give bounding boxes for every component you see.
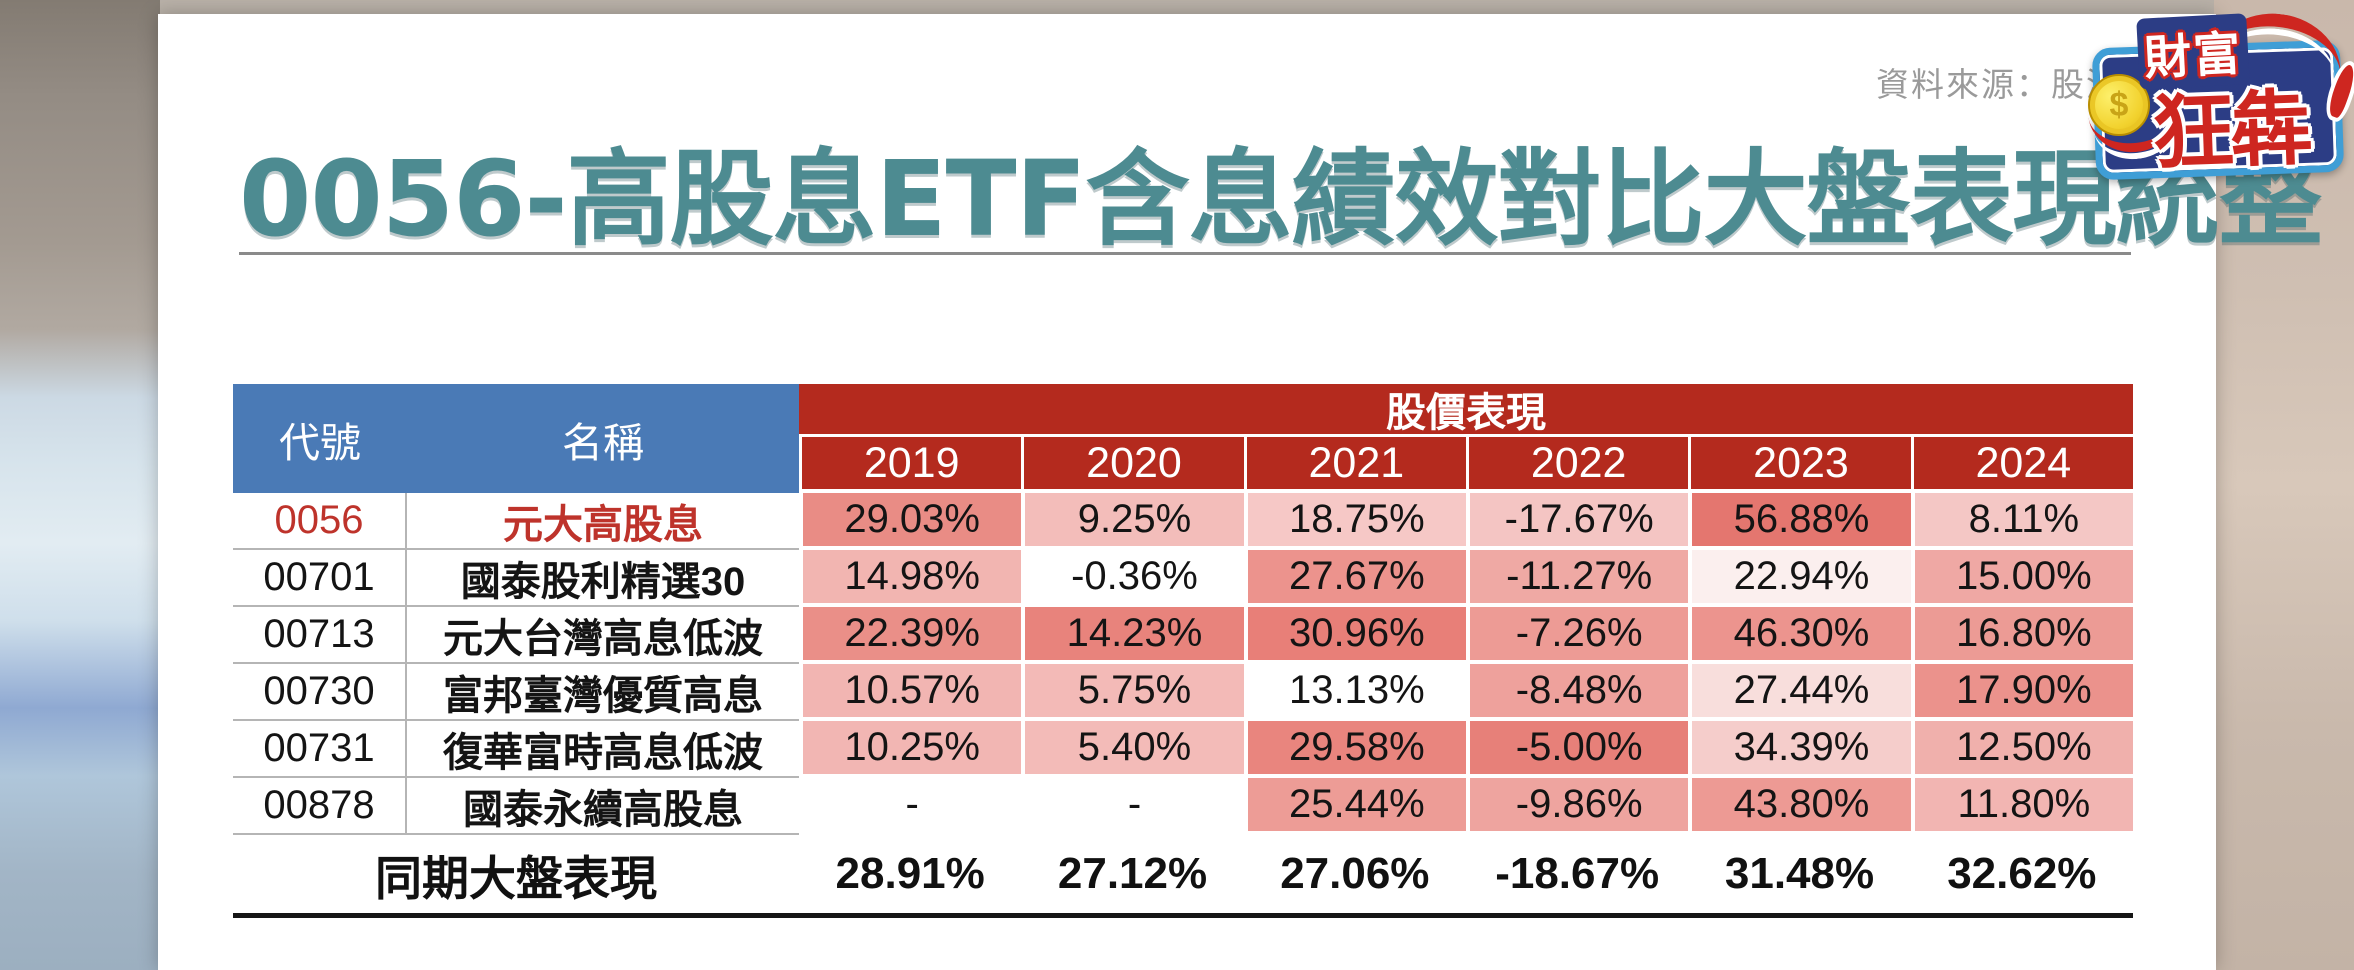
column-header-year: 2020 <box>1021 437 1244 493</box>
performance-value-cell: -8.48% <box>1465 664 1689 721</box>
performance-value-cell: 22.94% <box>1688 550 1911 607</box>
performance-value-cell: 11.80% <box>1910 778 2133 835</box>
performance-value-cell: 17.90% <box>1910 664 2133 721</box>
performance-value-cell: 27.67% <box>1243 550 1466 607</box>
summary-value: 31.48% <box>1688 835 1911 913</box>
summary-value: 27.06% <box>1243 835 1466 913</box>
performance-value-cell: 29.03% <box>799 493 1022 550</box>
performance-value-cell: 10.25% <box>799 721 1022 778</box>
column-header-year: 2023 <box>1688 437 1911 493</box>
performance-value-cell: 10.57% <box>799 664 1022 721</box>
column-header-year: 2019 <box>799 437 1022 493</box>
performance-value-cell: 14.98% <box>799 550 1022 607</box>
performance-value-cell: 5.75% <box>1021 664 1244 721</box>
performance-value-cell: 16.80% <box>1910 607 2133 664</box>
performance-value-cell: -5.00% <box>1465 721 1689 778</box>
performance-value-cell: 46.30% <box>1688 607 1911 664</box>
etf-code-cell: 00878 <box>233 778 407 835</box>
performance-value-cell: -0.36% <box>1021 550 1244 607</box>
etf-name-cell: 元大高股息 <box>407 493 799 550</box>
performance-value-cell: 34.39% <box>1688 721 1911 778</box>
etf-code-cell: 0056 <box>233 493 407 550</box>
performance-value-cell: -9.86% <box>1465 778 1689 835</box>
etf-code-cell: 00730 <box>233 664 407 721</box>
performance-value-cell: -7.26% <box>1465 607 1689 664</box>
performance-value-cell: 43.80% <box>1688 778 1911 835</box>
summary-value: 27.12% <box>1021 835 1244 913</box>
performance-value-cell: 15.00% <box>1910 550 2133 607</box>
channel-logo: $ 財富 狂犇 <box>2082 6 2354 181</box>
etf-code-cell: 00713 <box>233 607 407 664</box>
etf-name-cell: 復華富時高息低波 <box>407 721 799 778</box>
column-header-code: 代號 <box>279 419 361 466</box>
performance-value-cell: 18.75% <box>1243 493 1466 550</box>
performance-value-cell: 13.13% <box>1243 664 1466 721</box>
performance-value-cell: 30.96% <box>1243 607 1466 664</box>
table-header-left: 代號 名稱 <box>233 384 799 493</box>
performance-value-cell: 14.23% <box>1021 607 1244 664</box>
title-underline <box>239 252 2131 255</box>
performance-value-cell: 22.39% <box>799 607 1022 664</box>
etf-name-cell: 元大台灣高息低波 <box>407 607 799 664</box>
column-group-header-price-performance: 股價表現 <box>799 384 2133 437</box>
performance-value-cell: 25.44% <box>1243 778 1466 835</box>
column-header-name: 名稱 <box>562 419 644 466</box>
etf-name-cell: 富邦臺灣優質高息 <box>407 664 799 721</box>
summary-value: 32.62% <box>1910 835 2133 913</box>
etf-code-cell: 00701 <box>233 550 407 607</box>
etf-name-cell: 國泰股利精選30 <box>407 550 799 607</box>
summary-row-label: 同期大盤表現 <box>233 835 799 913</box>
performance-value-cell: -11.27% <box>1465 550 1689 607</box>
summary-value: -18.67% <box>1465 835 1689 913</box>
logo-text-bottom: 狂犇 <box>2150 83 2310 180</box>
column-header-year: 2021 <box>1243 437 1466 493</box>
performance-value-cell: 29.58% <box>1243 721 1466 778</box>
performance-value-cell: 12.50% <box>1910 721 2133 778</box>
performance-value-cell: 56.88% <box>1688 493 1911 550</box>
performance-value-cell: -17.67% <box>1465 493 1689 550</box>
source-note: 資料來源：股添 <box>1876 66 2121 103</box>
performance-value-cell: 27.44% <box>1688 664 1911 721</box>
performance-value-cell: 9.25% <box>1021 493 1244 550</box>
performance-value-cell: 8.11% <box>1910 493 2133 550</box>
etf-name-cell: 國泰永續高股息 <box>407 778 799 835</box>
column-header-year: 2022 <box>1465 437 1689 493</box>
column-header-year: 2024 <box>1910 437 2133 493</box>
blurred-background-left <box>0 0 160 970</box>
summary-value: 28.91% <box>799 835 1022 913</box>
etf-code-cell: 00731 <box>233 721 407 778</box>
slide-title: 0056-高股息ETF含息績效對比大盤表現統整 <box>239 138 2323 260</box>
performance-value-cell: 5.40% <box>1021 721 1244 778</box>
performance-value-cell: - <box>1021 778 1244 835</box>
performance-value-cell: - <box>799 778 1022 835</box>
etf-performance-table: 代號 名稱 股價表現 2019 2020 2021 2022 2023 2024… <box>233 384 2133 918</box>
slide-card: 資料來源：股添 0056-高股息ETF含息績效對比大盤表現統整 代號 名稱 股價… <box>158 14 2323 970</box>
